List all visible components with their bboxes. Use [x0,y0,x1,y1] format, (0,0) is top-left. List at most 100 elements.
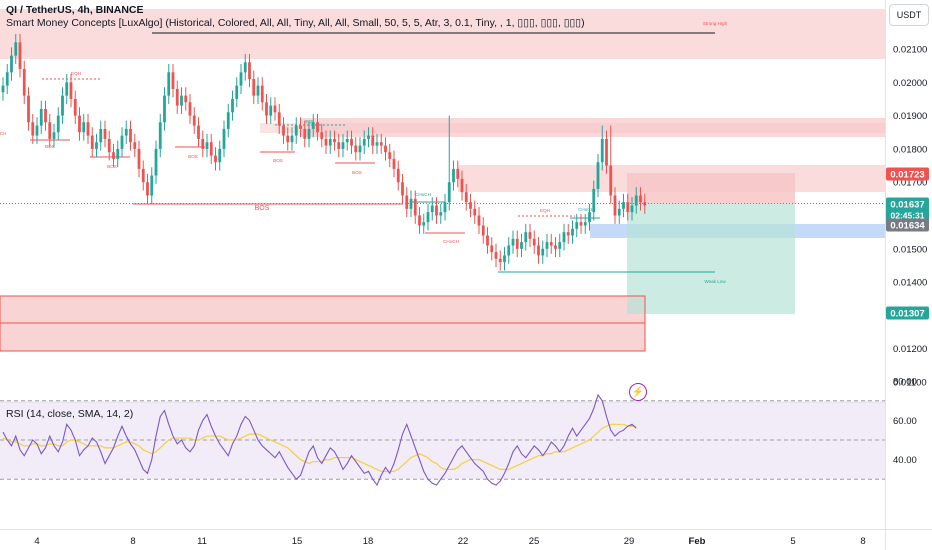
candle-body [469,202,472,209]
candle-body [630,205,634,213]
candle-body [426,212,430,223]
candle-body [14,42,18,56]
candle-body [141,168,145,183]
candle-body [5,72,9,86]
candle-body [171,72,175,89]
candle-body [494,252,498,259]
candle-body [537,245,540,256]
currency-unit-button[interactable]: USDT [889,4,929,26]
candle-body [605,138,608,166]
candle-body [31,122,35,136]
candle-body [112,152,115,159]
candle-body [78,115,81,133]
candle-body [341,142,345,149]
price-tick-label: 0.01200 [893,344,927,355]
candle-body [61,95,64,116]
candle-body [413,198,417,216]
candle-body [375,142,379,146]
candle-body [184,95,188,103]
candle-body [498,258,502,263]
structure-label: EQL [305,119,315,124]
candle-body [481,225,485,236]
candle-body [86,122,90,136]
time-tick-label: 5 [790,536,795,547]
time-tick-label: 8 [860,536,865,547]
candle-body [180,95,183,106]
candle-body [277,112,281,126]
rsi-tick-label: 60.00 [893,416,917,427]
smc-zone [260,123,885,133]
price-tag-label: 02:45:31 [890,211,924,221]
candle-body [435,205,438,216]
candle-body [73,98,77,116]
candle-body [354,145,358,153]
price-tick-label: 0.01500 [893,244,927,255]
candle-body [541,248,545,256]
candle-body [328,138,332,146]
candle-body [456,168,460,179]
candle-body [384,145,387,153]
rsi-legend[interactable]: RSI (14, close, SMA, 14, 2) [6,408,134,420]
candle-body [226,112,230,129]
time-tick-label: 29 [624,536,635,547]
candle-body [90,135,94,149]
rsi-tick-label: 40.00 [893,455,917,466]
smc-zones [0,9,885,352]
candle-body [575,222,579,229]
structure-label: CHoCH [415,192,431,197]
candle-body [588,212,591,223]
candle-body [18,42,22,69]
candle-body [371,135,375,146]
candle-body [48,122,52,139]
price-tick-label: 0.01900 [893,111,927,122]
candle-body [622,202,625,209]
bolt-icon[interactable]: ⚡ [629,383,647,401]
candle-body [422,222,426,226]
candle-body [65,82,69,96]
candle-body [82,122,86,133]
time-tick-label: Feb [689,536,706,547]
candle-body [52,132,56,139]
candle-body [418,215,421,226]
candle-body [545,242,549,249]
candle-body [566,232,570,236]
candle-body [56,115,60,133]
candle-body [158,122,162,149]
candle-body [146,182,149,196]
time-tick-label: 4 [34,536,39,547]
structure-label: BOS [107,164,117,169]
rsi-line [2,393,637,487]
smc-zone [627,173,795,203]
candle-body [524,232,528,243]
price-tag-label: 0.01637 [890,200,924,211]
candle-body [452,168,455,183]
indicator-legend[interactable]: Smart Money Concepts [LuxAlgo] (Historic… [6,17,585,29]
candle-body [396,168,400,183]
market-structure-lines: Strong HighEQHBOSBOSEQLBOSBOSBOSBOSCHoCH… [0,21,728,284]
candle-body [643,202,647,206]
candle-body [269,105,273,116]
structure-label: Strong High [703,21,728,26]
candle-body [558,242,562,249]
time-tick-label: 18 [363,536,374,547]
rsi-pane [0,393,885,487]
price-tag-label: 0.01723 [890,170,924,181]
candle-body [286,135,290,143]
structure-label: BOS [255,205,270,212]
candle-body [303,128,307,139]
candle-body [124,128,128,136]
candle-body [528,232,532,239]
symbol-title[interactable]: QI / TetherUS, 4h, BINANCE [6,4,144,16]
candle-body [333,138,336,143]
candle-body [197,125,200,139]
candle-body [639,195,642,203]
candle-body [307,128,311,139]
candle-body [239,72,243,86]
price-tag-bg [886,197,929,211]
structure-label: CHoCH [578,207,594,212]
candle-body [460,178,464,193]
candle-body [120,135,124,149]
candle-body [473,208,477,216]
candle-body [299,125,302,129]
